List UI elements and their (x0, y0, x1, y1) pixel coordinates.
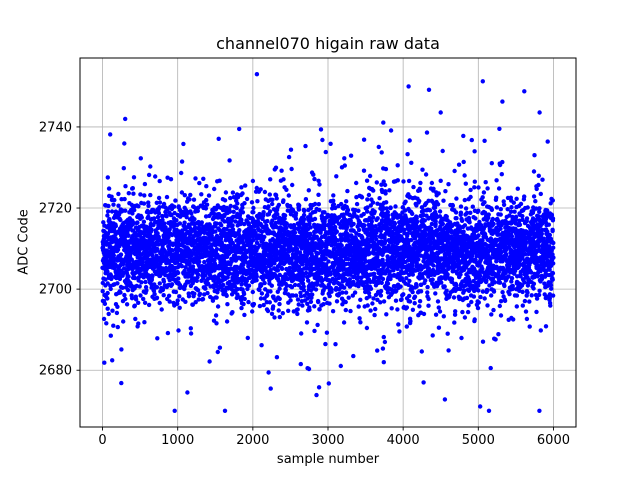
x-tick-label: 4000 (387, 433, 420, 448)
x-axis-label: sample number (276, 452, 380, 467)
x-tick-label: 1000 (161, 433, 194, 448)
tick-marks (76, 126, 554, 431)
data-points (100, 72, 556, 413)
y-tick-label: 2740 (39, 120, 72, 135)
tick-labels: 0 1000 2000 3000 4000 5000 6000 2680 2700 2720 274… (39, 120, 570, 448)
x-tick-label: 5000 (462, 433, 495, 448)
y-tick-label: 2720 (39, 202, 72, 217)
y-axis-label: ADC Code (16, 209, 32, 275)
x-tick-label: 0 (98, 433, 106, 448)
x-tick-label: 6000 (537, 433, 570, 448)
x-tick-label: 2000 (236, 433, 269, 448)
y-tick-label: 2700 (39, 283, 72, 298)
y-tick-label: 2680 (39, 364, 72, 379)
x-tick-label: 3000 (311, 433, 344, 448)
chart-title: channel070 higain raw data (216, 34, 440, 53)
